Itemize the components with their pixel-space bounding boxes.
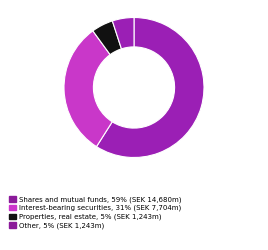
Wedge shape (112, 18, 134, 49)
Wedge shape (96, 18, 204, 158)
Legend: Shares and mutual funds, 59% (SEK 14,680m), Interest-bearing securities, 31% (SE: Shares and mutual funds, 59% (SEK 14,680… (6, 193, 184, 232)
Wedge shape (93, 21, 121, 55)
Wedge shape (64, 31, 112, 146)
